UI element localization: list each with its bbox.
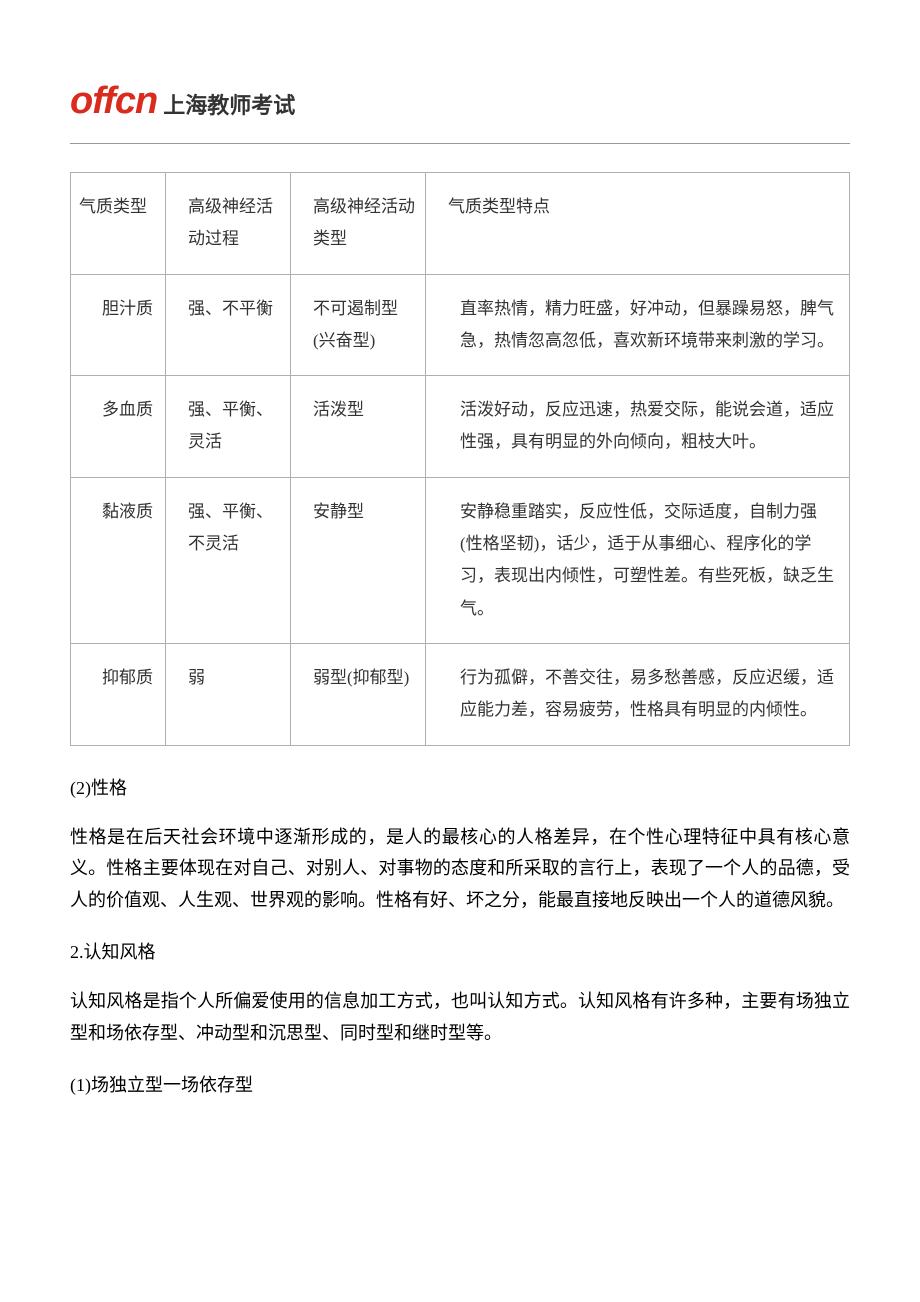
section-field-heading: (1)场独立型一场依存型 — [70, 1071, 850, 1097]
cell-activity-type: 活泼型 — [291, 376, 426, 478]
cell-type: 胆汁质 — [71, 274, 166, 376]
cell-process: 强、平衡、灵活 — [166, 376, 291, 478]
header-activity-type: 高级神经活动类型 — [291, 173, 426, 275]
section-2-heading: (2)性格 — [70, 774, 850, 800]
cell-process: 强、不平衡 — [166, 274, 291, 376]
cell-activity-type: 不可遏制型(兴奋型) — [291, 274, 426, 376]
temperament-table: 气质类型 高级神经活动过程 高级神经活动类型 气质类型特点 胆汁质 强、不平衡 … — [70, 172, 850, 746]
section-cognition-heading: 2.认知风格 — [70, 938, 850, 964]
cell-features: 活泼好动，反应迅速，热爱交际，能说会道，适应性强，具有明显的外向倾向，粗枝大叶。 — [426, 376, 850, 478]
header-logo: offcn 上海教师考试 — [70, 80, 850, 123]
table-row: 胆汁质 强、不平衡 不可遏制型(兴奋型) 直率热情，精力旺盛，好冲动，但暴躁易怒… — [71, 274, 850, 376]
logo-chinese-text: 上海教师考试 — [163, 88, 295, 120]
table-header-row: 气质类型 高级神经活动过程 高级神经活动类型 气质类型特点 — [71, 173, 850, 275]
cell-features: 行为孤僻，不善交往，易多愁善感，反应迟缓，适应能力差，容易疲劳，性格具有明显的内… — [426, 643, 850, 745]
header-features: 气质类型特点 — [426, 173, 850, 275]
section-cognition-body: 认知风格是指个人所偏爱使用的信息加工方式，也叫认知方式。认知风格有许多种，主要有… — [70, 986, 850, 1049]
table-row: 抑郁质 弱 弱型(抑郁型) 行为孤僻，不善交往，易多愁善感，反应迟缓，适应能力差… — [71, 643, 850, 745]
header-process: 高级神经活动过程 — [166, 173, 291, 275]
cell-process: 强、平衡、不灵活 — [166, 477, 291, 643]
cell-activity-type: 弱型(抑郁型) — [291, 643, 426, 745]
cell-activity-type: 安静型 — [291, 477, 426, 643]
cell-type: 抑郁质 — [71, 643, 166, 745]
table-row: 多血质 强、平衡、灵活 活泼型 活泼好动，反应迅速，热爱交际，能说会道，适应性强… — [71, 376, 850, 478]
cell-type: 多血质 — [71, 376, 166, 478]
header-divider — [70, 143, 850, 144]
header-type: 气质类型 — [71, 173, 166, 275]
cell-type: 黏液质 — [71, 477, 166, 643]
cell-features: 安静稳重踏实，反应性低，交际适度，自制力强(性格坚韧)，话少，适于从事细心、程序… — [426, 477, 850, 643]
section-2-body: 性格是在后天社会环境中逐渐形成的，是人的最核心的人格差异，在个性心理特征中具有核… — [70, 822, 850, 917]
cell-features: 直率热情，精力旺盛，好冲动，但暴躁易怒，脾气急，热情忽高忽低，喜欢新环境带来刺激… — [426, 274, 850, 376]
logo-brand-text: offcn — [70, 80, 157, 123]
cell-process: 弱 — [166, 643, 291, 745]
table-row: 黏液质 强、平衡、不灵活 安静型 安静稳重踏实，反应性低，交际适度，自制力强(性… — [71, 477, 850, 643]
